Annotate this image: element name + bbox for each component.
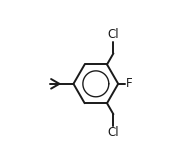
Text: F: F <box>126 77 132 90</box>
Text: Cl: Cl <box>108 28 119 41</box>
Text: Cl: Cl <box>108 126 119 139</box>
